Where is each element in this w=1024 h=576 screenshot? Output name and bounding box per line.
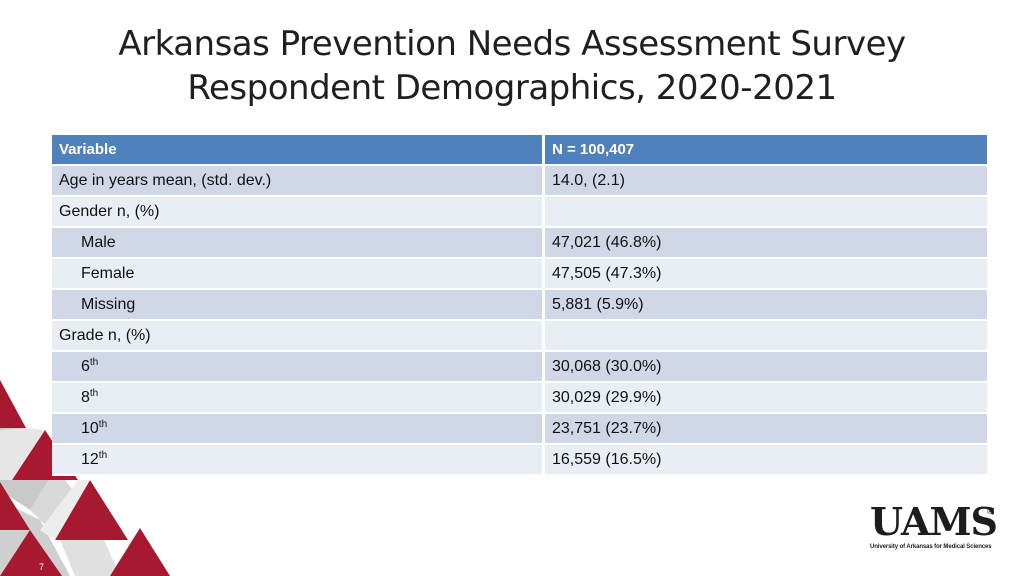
grade-number: 12 (81, 450, 99, 468)
grade-suffix: th (98, 449, 108, 461)
row-value (543, 320, 987, 352)
row-label: 10th (52, 413, 545, 445)
deco-red-triangle (0, 380, 26, 428)
header-variable: Variable (52, 135, 545, 166)
slide-title: Arkansas Prevention Needs Assessment Sur… (0, 22, 1024, 110)
grade-suffix: th (98, 418, 108, 430)
row-label: Female (52, 258, 545, 290)
table-row: Missing 5,881 (5.9%) (52, 289, 987, 321)
table-row: Male 47,021 (46.8%) (52, 227, 987, 259)
deco-red-triangle (110, 528, 170, 576)
row-value: 16,559 (16.5%) (543, 444, 987, 476)
row-value: 14.0, (2.1) (543, 165, 987, 197)
row-label: Age in years mean, (std. dev.) (52, 165, 545, 197)
row-value: 23,751 (23.7%) (543, 413, 987, 445)
table-row: Female 47,505 (47.3%) (52, 258, 987, 290)
table-row: Age in years mean, (std. dev.) 14.0, (2.… (52, 165, 987, 197)
grade-suffix: th (89, 356, 99, 368)
table-row: 6th 30,068 (30.0%) (52, 351, 987, 383)
row-label: 12th (52, 444, 545, 476)
row-value: 5,881 (5.9%) (543, 289, 987, 321)
table-row: 8th 30,029 (29.9%) (52, 382, 987, 414)
table-row: Gender n, (%) (52, 196, 987, 228)
table-header-row: Variable N = 100,407 (52, 135, 987, 166)
row-value: 47,505 (47.3%) (543, 258, 987, 290)
row-label: Gender n, (%) (52, 196, 545, 228)
deco-red-triangle (0, 482, 30, 530)
page-number: 7 (39, 562, 45, 572)
decorative-triangles (0, 380, 170, 576)
title-line-1: Arkansas Prevention Needs Assessment Sur… (118, 24, 906, 64)
demographics-table: Variable N = 100,407 Age in years mean, … (52, 135, 987, 476)
deco-white-triangle (40, 480, 90, 540)
grade-number: 6 (81, 357, 90, 375)
deco-white-triangle (0, 428, 45, 480)
row-value: 30,029 (29.9%) (543, 382, 987, 414)
row-label: 6th (52, 351, 545, 383)
logo-trademark: ® (987, 507, 993, 516)
row-label: Missing (52, 289, 545, 321)
row-value (543, 196, 987, 228)
title-line-2: Respondent Demographics, 2020-2021 (187, 68, 837, 108)
grade-suffix: th (89, 387, 99, 399)
logo-subtitle: University of Arkansas for Medical Scien… (870, 544, 992, 550)
row-label: Grade n, (%) (52, 320, 545, 352)
row-label: Male (52, 227, 545, 259)
deco-red-triangle (0, 530, 62, 576)
grade-number: 10 (81, 419, 99, 437)
table-row: Grade n, (%) (52, 320, 987, 352)
row-value: 30,068 (30.0%) (543, 351, 987, 383)
table-row: 10th 23,751 (23.7%) (52, 413, 987, 445)
header-n: N = 100,407 (543, 135, 987, 166)
grade-number: 8 (81, 388, 90, 406)
row-value: 47,021 (46.8%) (543, 227, 987, 259)
table-row: 12th 16,559 (16.5%) (52, 444, 987, 476)
deco-red-triangle (55, 480, 128, 540)
row-label: 8th (52, 382, 545, 414)
logo-wordmark: UAMS (870, 499, 998, 544)
